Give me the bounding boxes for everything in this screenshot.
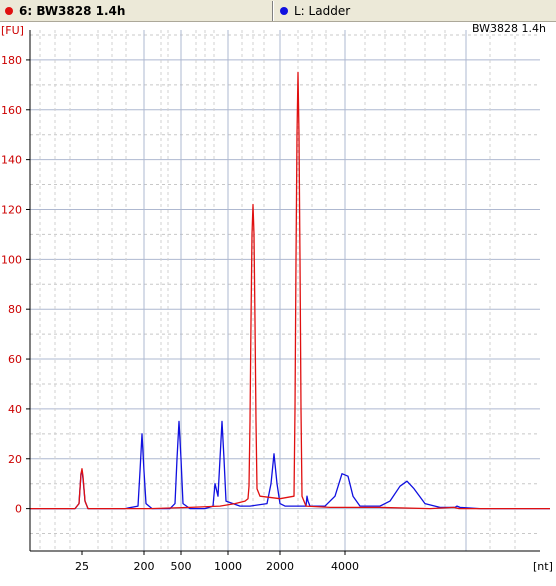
legend-sample-label: 6: BW3828 1.4h xyxy=(19,3,126,18)
grid xyxy=(30,30,540,551)
legend-bar: 6: BW3828 1.4h L: Ladder xyxy=(0,0,556,22)
series-group xyxy=(30,71,550,510)
y-tick-label: 20 xyxy=(8,453,22,466)
y-tick-label: 160 xyxy=(1,104,22,117)
x-tick-label: 25 xyxy=(75,560,89,573)
ladder-series-line xyxy=(30,420,550,510)
plot-area xyxy=(30,30,540,551)
electropherogram-chart: 0 20 40 60 80 100 120 140 160 180 25 200 500 1000 200… xyxy=(1,22,553,573)
y-tick-labels: 0 20 40 60 80 100 120 140 160 180 xyxy=(1,54,30,516)
y-tick-label: 80 xyxy=(8,303,22,316)
y-tick-label: 60 xyxy=(8,353,22,366)
sample-series-line xyxy=(30,71,550,510)
x-tick-label: 200 xyxy=(134,560,155,573)
y-tick-label: 140 xyxy=(1,154,22,167)
y-tick-label: 100 xyxy=(1,253,22,266)
chart-title: BW3828 1.4h xyxy=(472,22,546,35)
y-tick-label: 40 xyxy=(8,403,22,416)
x-axis-label: [nt] xyxy=(533,560,553,573)
y-tick-label: 180 xyxy=(1,54,22,67)
legend-item-sample[interactable]: 6: BW3828 1.4h xyxy=(5,0,125,21)
x-tick-label: 1000 xyxy=(214,560,242,573)
y-tick-label: 0 xyxy=(15,503,22,516)
x-tick-label: 2000 xyxy=(266,560,294,573)
legend-item-ladder[interactable]: L: Ladder xyxy=(280,0,350,21)
x-tick-label: 500 xyxy=(171,560,192,573)
x-tick-label: 4000 xyxy=(331,560,359,573)
sample-color-dot-icon xyxy=(5,6,13,15)
y-tick-label: 120 xyxy=(1,203,22,216)
legend-divider xyxy=(272,1,274,21)
x-tick-labels: 25 200 500 1000 2000 4000 xyxy=(75,551,359,573)
y-axis-label: [FU] xyxy=(1,24,24,37)
ladder-color-dot-icon xyxy=(280,6,288,15)
legend-ladder-label: L: Ladder xyxy=(294,3,351,18)
